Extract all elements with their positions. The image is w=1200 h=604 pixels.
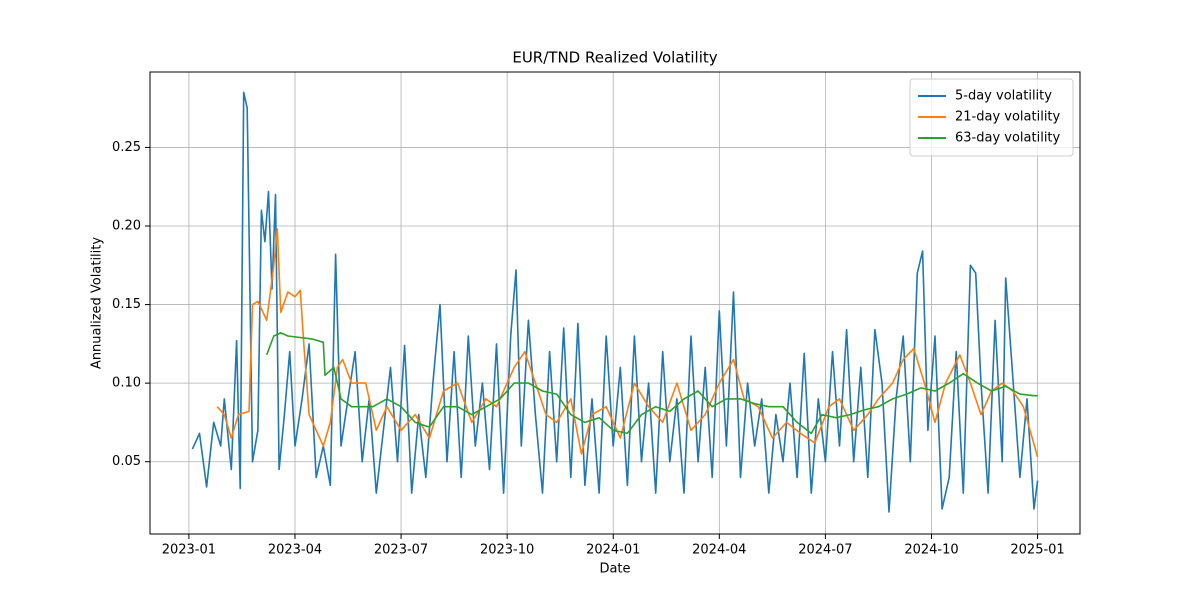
x-tick-label: 2024-10: [904, 543, 958, 558]
x-tick-label: 2025-01: [1010, 543, 1064, 558]
y-tick-label: 0.25: [112, 140, 141, 155]
x-tick-label: 2024-07: [798, 543, 852, 558]
legend-label: 21-day volatility: [955, 110, 1061, 125]
chart-title: EUR/TND Realized Volatility: [512, 49, 717, 67]
series-line: [216, 228, 1039, 458]
x-axis-label: Date: [599, 562, 630, 577]
x-tick-label: 2023-07: [374, 543, 428, 558]
y-tick-label: 0.05: [112, 454, 141, 469]
x-tick-label: 2023-04: [268, 543, 322, 558]
plot-frame: [149, 71, 1081, 535]
x-tick-label: 2023-01: [162, 543, 216, 558]
y-tick-label: 0.15: [112, 297, 141, 312]
legend: 5-day volatility 21-day volatility 63-day …: [909, 78, 1074, 157]
y-axis-label: Annualized Volatility: [90, 237, 105, 369]
legend-box: [909, 78, 1074, 157]
x-tick-label: 2024-04: [692, 543, 746, 558]
legend-label: 5-day volatility: [955, 89, 1052, 104]
series-line: [265, 332, 1038, 435]
y-tick-label: 0.20: [112, 219, 141, 234]
y-tick-label: 0.10: [112, 376, 141, 391]
x-tick-label: 2023-10: [480, 543, 534, 558]
x-tick-label: 2024-01: [586, 543, 640, 558]
legend-label: 63-day volatility: [955, 131, 1061, 146]
